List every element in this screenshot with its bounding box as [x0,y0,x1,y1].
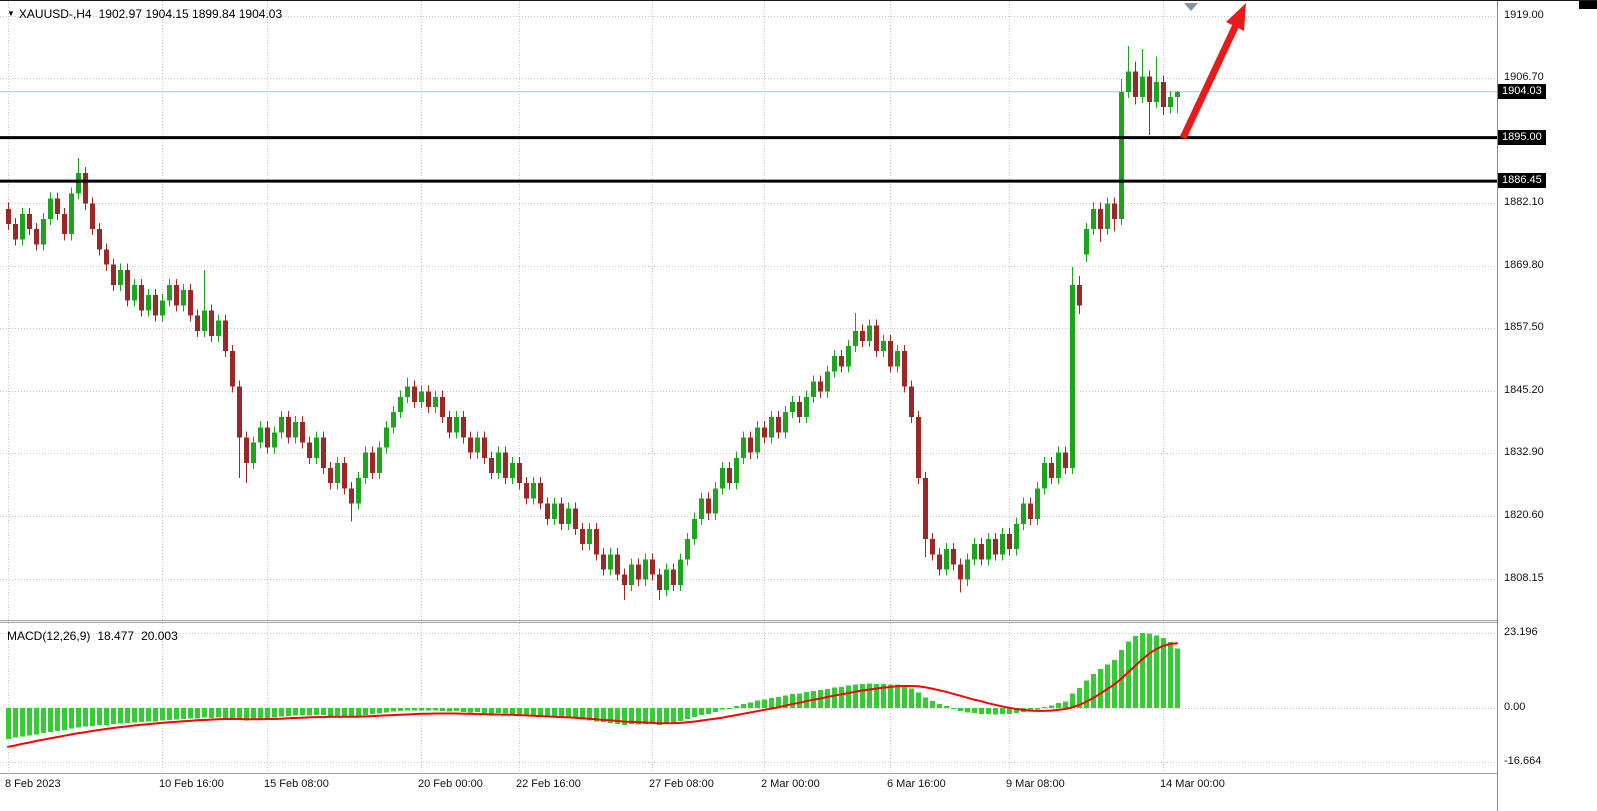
price-label-1808.15: 1808.15 [1504,571,1544,584]
price-label-1857.50: 1857.50 [1504,321,1544,334]
macd-axis-label-0.00: 0.00 [1504,701,1526,713]
ohlc-readout: 1902.97 1904.15 1899.84 1904.03 [98,7,283,21]
main-grid [0,1,1497,620]
trend-arrow-shaft[interactable] [1179,23,1240,140]
macd-histogram [6,633,1180,740]
symbol-marker-icon: ▼ [7,9,15,18]
price-label-1919.00: 1919.00 [1504,8,1544,21]
time-label: 14 Mar 00:00 [1160,778,1225,790]
price-label-1832.90: 1832.90 [1504,446,1544,459]
time-label: 9 Mar 08:00 [1006,778,1065,790]
price-label-1845.20: 1845.20 [1504,383,1544,396]
time-label: 22 Feb 16:00 [516,778,581,790]
trend-arrow-head[interactable] [1226,3,1246,31]
price-axis[interactable]: 1919.00 1906.70 1882.10 1869.80 1857.50 1845.… [1497,1,1597,811]
macd-value: 18.477 [97,629,135,643]
time-label: 6 Mar 16:00 [887,778,946,790]
time-label: 20 Feb 00:00 [418,778,483,790]
macd-grid [0,623,1497,773]
price-tag-1886.45: 1886.45 [1498,173,1546,189]
time-label: 27 Feb 08:00 [649,778,714,790]
chart-title: ▼ XAUUSD-,H4 1902.97 1904.15 1899.84 1904.… [7,7,282,21]
symbol-timeframe-label: XAUUSD-,H4 [18,7,92,21]
price-label-1869.80: 1869.80 [1504,258,1544,271]
object-anchor-marker-icon[interactable] [1184,3,1198,11]
candlesticks [6,46,1180,601]
price-tag-1895.00: 1895.00 [1498,129,1546,145]
time-axis[interactable]: 8 Feb 2023 10 Feb 16:00 15 Feb 08:00 20 Feb… [0,774,1497,811]
macd-panel-canvas[interactable] [0,623,1497,773]
macd-signal-line [7,642,1178,748]
macd-indicator-label: MACD(12,26,9) 18.477 20.003 [7,629,178,643]
price-label-1820.60: 1820.60 [1504,508,1544,521]
price-label-1882.10: 1882.10 [1504,196,1544,209]
time-axis-divider [0,773,1597,774]
macd-axis-label-23.196: 23.196 [1504,626,1538,638]
time-label: 10 Feb 16:00 [159,778,224,790]
time-label: 15 Feb 08:00 [264,778,329,790]
macd-signal-value: 20.003 [141,629,178,643]
macd-name: MACD(12,26,9) [7,629,91,643]
time-label: 8 Feb 2023 [5,778,61,790]
axis-corner-mark [1579,1,1597,9]
price-tag-1904.03: 1904.03 [1498,83,1546,99]
macd-axis-label--16.664: -16.664 [1504,754,1542,767]
price-chart-canvas[interactable] [0,1,1497,620]
time-label: 2 Mar 00:00 [761,778,820,790]
panel-resize-divider[interactable] [0,620,1597,623]
price-label-1906.70: 1906.70 [1504,71,1544,84]
